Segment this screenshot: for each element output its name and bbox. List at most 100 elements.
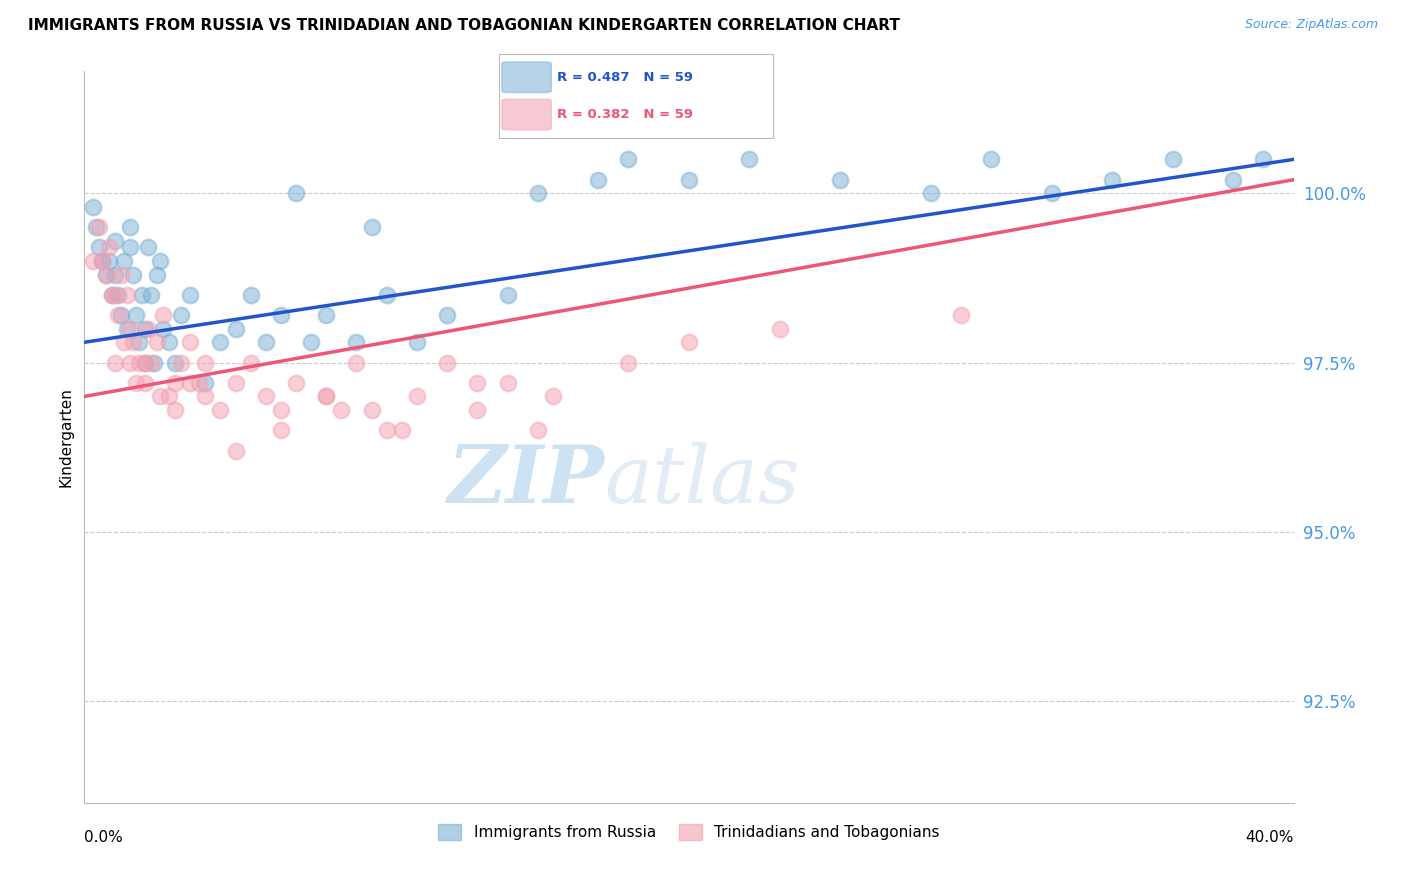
Point [678, 335, 700, 350]
Point [94, 268, 117, 282]
Point [950, 308, 973, 322]
Point [131, 288, 153, 302]
Point [1161, 153, 1184, 167]
Point [165, 355, 187, 369]
Point [107, 288, 129, 302]
Point [254, 335, 277, 350]
Y-axis label: Kindergarten: Kindergarten [58, 387, 73, 487]
Point [225, 322, 247, 336]
Point [360, 403, 382, 417]
Point [149, 254, 172, 268]
Point [830, 172, 852, 186]
Point [496, 288, 519, 302]
Text: atlas: atlas [605, 442, 800, 520]
Point [170, 308, 193, 322]
Point [209, 403, 232, 417]
Point [527, 423, 550, 437]
Point [82, 254, 104, 268]
Point [406, 389, 429, 403]
Point [94, 268, 117, 282]
Point [1101, 172, 1123, 186]
Point [270, 423, 292, 437]
Point [179, 288, 201, 302]
Point [107, 308, 129, 322]
Point [270, 403, 292, 417]
Point [136, 322, 159, 336]
Point [179, 376, 201, 390]
Point [285, 376, 308, 390]
Point [769, 322, 792, 336]
Point [134, 355, 156, 369]
Legend: Immigrants from Russia, Trinidadians and Tobagonians: Immigrants from Russia, Trinidadians and… [433, 818, 945, 847]
Point [527, 186, 550, 201]
Point [617, 355, 640, 369]
Point [285, 186, 308, 201]
Text: 40.0%: 40.0% [1246, 830, 1294, 845]
Point [142, 355, 165, 369]
Point [97, 254, 120, 268]
Point [104, 288, 127, 302]
Point [170, 355, 193, 369]
Text: ZIP: ZIP [447, 442, 605, 520]
Point [121, 335, 143, 350]
Point [118, 355, 141, 369]
Point [315, 389, 337, 403]
FancyBboxPatch shape [502, 99, 551, 130]
Point [86, 220, 108, 235]
Point [391, 423, 413, 437]
Point [136, 240, 159, 254]
Text: IMMIGRANTS FROM RUSSIA VS TRINIDADIAN AND TOBAGONIAN KINDERGARTEN CORRELATION CH: IMMIGRANTS FROM RUSSIA VS TRINIDADIAN AN… [28, 18, 900, 33]
Point [179, 335, 201, 350]
Point [1040, 186, 1063, 201]
Point [89, 240, 111, 254]
Point [118, 322, 141, 336]
Point [128, 335, 150, 350]
Point [104, 268, 127, 282]
Point [375, 288, 398, 302]
Point [149, 389, 172, 403]
Point [157, 389, 180, 403]
Point [541, 389, 564, 403]
Point [346, 335, 368, 350]
Point [165, 376, 187, 390]
Point [299, 335, 322, 350]
Point [82, 200, 104, 214]
Text: 0.0%: 0.0% [84, 830, 124, 845]
Point [157, 335, 180, 350]
Point [100, 288, 122, 302]
Point [194, 389, 217, 403]
Point [146, 335, 169, 350]
Point [920, 186, 942, 201]
Point [1253, 153, 1275, 167]
Point [139, 288, 162, 302]
Point [738, 153, 761, 167]
Point [134, 322, 156, 336]
Point [617, 153, 640, 167]
Point [436, 355, 458, 369]
Point [139, 355, 162, 369]
FancyBboxPatch shape [502, 62, 551, 93]
Point [225, 376, 247, 390]
Point [146, 268, 169, 282]
Point [436, 308, 458, 322]
Point [134, 355, 156, 369]
Point [118, 240, 141, 254]
Point [496, 376, 519, 390]
Point [225, 443, 247, 458]
Point [125, 376, 148, 390]
Point [406, 335, 429, 350]
Point [89, 220, 111, 235]
Point [118, 220, 141, 235]
Point [152, 322, 174, 336]
Point [115, 322, 138, 336]
Text: R = 0.382   N = 59: R = 0.382 N = 59 [557, 108, 693, 121]
Point [165, 403, 187, 417]
Point [980, 153, 1002, 167]
Point [330, 403, 353, 417]
Point [121, 268, 143, 282]
Point [91, 254, 114, 268]
Point [128, 355, 150, 369]
Point [270, 308, 292, 322]
Text: R = 0.487   N = 59: R = 0.487 N = 59 [557, 70, 693, 84]
Point [112, 254, 135, 268]
